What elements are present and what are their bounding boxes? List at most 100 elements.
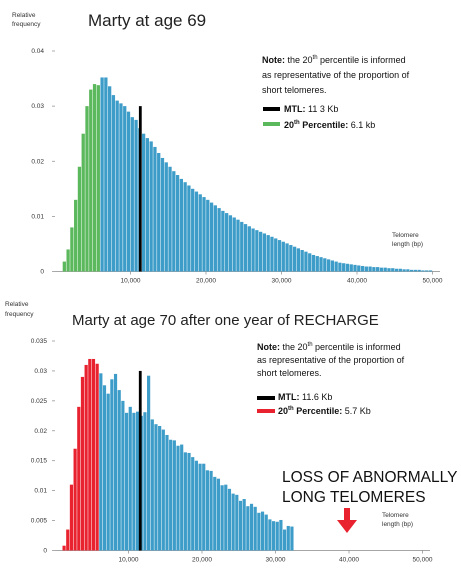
histogram-bar [187, 185, 191, 272]
y-tick-label: 0 [43, 548, 47, 555]
histogram-bar [96, 85, 100, 272]
histogram-bar [206, 199, 210, 272]
chart-1-legend: MTL: 11 3 Kb 20th Percentile: 6.1 kb [263, 104, 375, 130]
histogram-bar [417, 269, 421, 272]
histogram-bar [286, 525, 290, 551]
chart-2-legend: MTL: 11.6 Kb 20th Percentile: 5.7 Kb [257, 392, 371, 416]
histogram-bar [102, 385, 107, 551]
mtl-marker [138, 106, 142, 272]
histogram-bar [209, 202, 214, 272]
histogram-bar [106, 393, 110, 551]
histogram-bar [123, 106, 127, 272]
histogram-bar [130, 117, 134, 272]
chart-2-bars [62, 358, 294, 551]
x-tick-label: 10,000 [119, 557, 139, 564]
y-tick-label: 0 [40, 269, 44, 276]
svg-text:short telomeres.: short telomeres. [257, 368, 322, 378]
histogram-bar [238, 500, 243, 551]
histogram-bar [290, 526, 294, 551]
histogram-bar [330, 260, 334, 272]
histogram-bar [180, 444, 184, 551]
histogram-bar [277, 240, 282, 272]
chart-2-x-label-line2: length (bp) [382, 521, 413, 528]
x-tick-label: 10,000 [121, 278, 141, 285]
histogram-bar [143, 412, 147, 551]
y-tick-label: 0.03 [34, 368, 47, 375]
histogram-bar [141, 133, 146, 272]
histogram-bar [95, 363, 99, 551]
histogram-bar [228, 215, 233, 272]
histogram-bar [271, 521, 276, 551]
histogram-bar [406, 269, 410, 272]
histogram-bar [110, 379, 114, 551]
histogram-bar [168, 166, 172, 272]
mtl-marker [138, 370, 142, 551]
histogram-bar [413, 269, 418, 272]
histogram-bar [232, 217, 236, 272]
chart-2-x-label-line1: Telomere [382, 512, 409, 519]
histogram-bar [157, 152, 161, 272]
histogram-bar [100, 77, 104, 272]
histogram-bar [402, 269, 406, 272]
svg-text:as representative of the propo: as representative of the proportion of [262, 70, 410, 80]
histogram-bar [292, 246, 297, 272]
histogram-bar [279, 519, 283, 551]
histogram-bar [136, 411, 140, 551]
y-tick-label: 0.03 [31, 103, 44, 110]
histogram-bar [160, 157, 165, 272]
histogram-bar [275, 521, 279, 551]
histogram-bar [124, 412, 129, 551]
chart-1-bars [62, 77, 433, 272]
histogram-bar [150, 419, 154, 551]
histogram-bar [246, 506, 250, 551]
histogram-bar [172, 440, 176, 551]
y-tick-label: 0.01 [34, 488, 47, 495]
histogram-bar [368, 266, 372, 272]
histogram-bar [257, 512, 261, 551]
histogram-bar [147, 375, 151, 551]
histogram-bar [85, 106, 89, 272]
histogram-bar [66, 249, 70, 272]
histogram-bar [134, 119, 138, 272]
histogram-bar [202, 197, 206, 272]
histogram-bar [334, 261, 338, 272]
chart-1-x-ticks: 10,000 20,000 30,000 40,000 50,000 [121, 271, 443, 285]
histogram-bar [91, 358, 96, 551]
chart-1-note: Note: the 20th percentile is informed as… [262, 55, 410, 95]
histogram-bar [145, 138, 150, 272]
histogram-bar [315, 256, 319, 272]
histogram-bar [66, 529, 70, 551]
y-tick-label: 0.025 [31, 398, 48, 405]
chart-2-y-label-line1: Relative [5, 301, 29, 308]
histogram-bar [383, 267, 387, 272]
x-tick-label: 20,000 [196, 278, 216, 285]
histogram-bar [274, 238, 278, 272]
x-tick-label: 30,000 [266, 557, 286, 564]
histogram-bar [296, 248, 301, 272]
x-tick-label: 50,000 [413, 557, 433, 564]
histogram-bar [262, 233, 267, 272]
histogram-bar [69, 484, 74, 551]
histogram-bar [260, 511, 265, 551]
svg-text:MTL: 11.6 Kb: MTL: 11.6 Kb [278, 392, 332, 402]
histogram-bar [249, 503, 254, 551]
histogram-bar [209, 470, 213, 551]
histogram-bar [216, 478, 221, 551]
histogram-bar [357, 265, 361, 272]
histogram-bar [202, 463, 206, 551]
histogram-bar [360, 265, 365, 272]
chart-2-title: Marty at age 70 after one year of RECHAR… [72, 312, 379, 329]
histogram-bar [220, 485, 224, 551]
histogram-bar [62, 261, 66, 272]
histogram-bar [198, 194, 202, 272]
histogram-bar [394, 268, 399, 272]
down-arrow-icon [337, 508, 357, 533]
chart-2-annotation-line2: LONG TELOMERES [282, 489, 426, 506]
histogram-bar [266, 235, 270, 272]
chart-1-x-label-line1: Telomere [392, 232, 419, 239]
y-tick-label: 0.01 [31, 213, 44, 220]
chart-2-y-ticks: 0 0.005 0.01 0.015 0.02 0.025 0.03 0.035 [31, 338, 55, 555]
histogram-bar [126, 111, 131, 272]
x-tick-label: 40,000 [339, 557, 359, 564]
histogram-bar [387, 268, 391, 272]
